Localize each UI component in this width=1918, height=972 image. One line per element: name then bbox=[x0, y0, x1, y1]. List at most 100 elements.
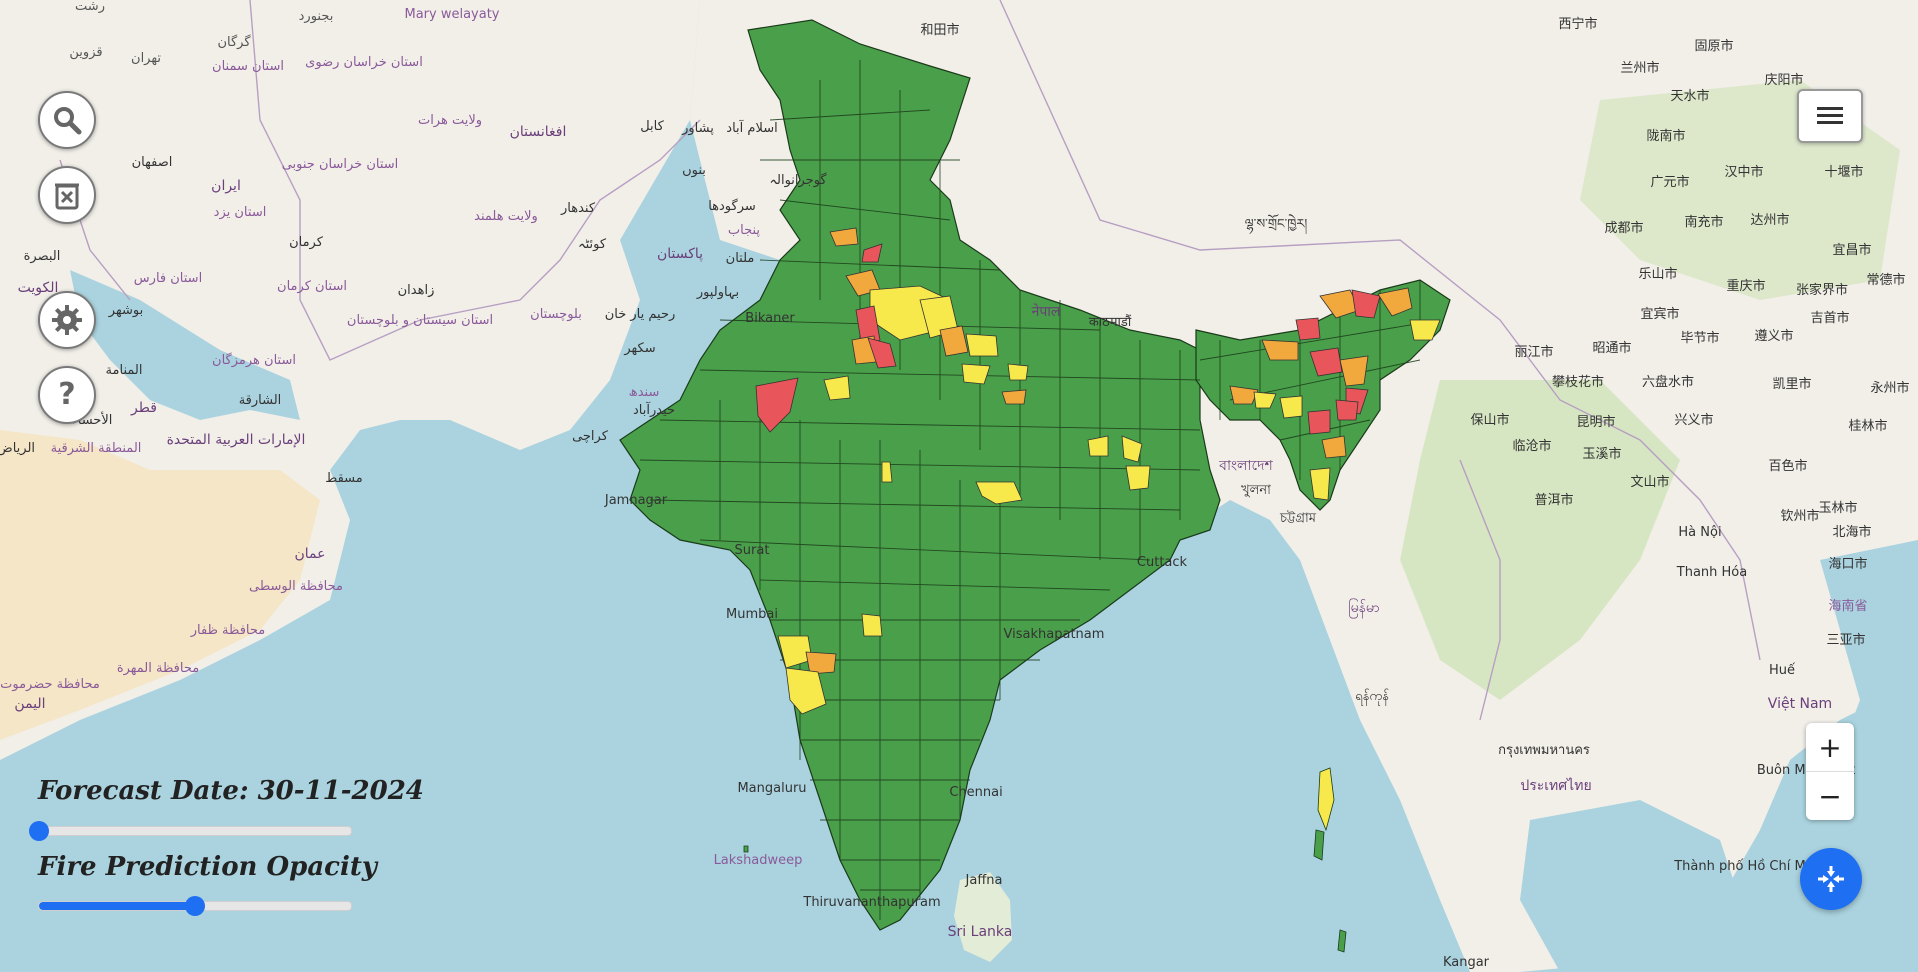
map-label: ایران bbox=[211, 178, 241, 194]
map-label: Mary welayaty bbox=[404, 7, 499, 22]
map-label: استان فارس bbox=[134, 271, 202, 286]
map-label: 钦州市 bbox=[1780, 508, 1819, 524]
map-label: 天水市 bbox=[1670, 88, 1709, 104]
map-label: กรุงเทพมหานคร bbox=[1498, 743, 1590, 758]
map-label: 乐山市 bbox=[1638, 266, 1677, 282]
map-label: البصرة bbox=[24, 249, 61, 264]
map-label: 常德市 bbox=[1866, 272, 1905, 288]
map-label: 兰州市 bbox=[1620, 60, 1659, 76]
delete-button[interactable] bbox=[38, 166, 96, 224]
map-label: ولایت هلمند bbox=[474, 209, 538, 224]
map-label: حیدرآباد bbox=[633, 401, 675, 418]
map-label: 百色市 bbox=[1768, 458, 1807, 474]
map-label: بجنورد bbox=[299, 9, 334, 24]
map-label: 重庆市 bbox=[1726, 278, 1765, 294]
map-label: Visakhapatnam bbox=[1004, 627, 1105, 642]
map-label: استان هرمزگان bbox=[212, 352, 296, 368]
map-label: بوشهر bbox=[108, 303, 143, 318]
map-label: খুলনা bbox=[1241, 483, 1271, 498]
map-label: Surat bbox=[735, 543, 770, 558]
map-label: 海口市 bbox=[1828, 556, 1867, 572]
map-label: سرگودھا bbox=[708, 198, 756, 214]
map-label: گرگان bbox=[217, 34, 251, 50]
map-label: اسلام آباد bbox=[726, 119, 777, 136]
map-label: Chennai bbox=[949, 785, 1002, 800]
map-label: 毕节市 bbox=[1680, 330, 1719, 346]
map-label: المنطقة الشرقية bbox=[51, 441, 142, 456]
map-label: ལྷ་ས་གྲོང་ཁྱེར། bbox=[1245, 213, 1308, 235]
forecast-date-slider-handle[interactable] bbox=[29, 821, 49, 841]
zoom-in-button[interactable]: + bbox=[1806, 723, 1854, 772]
map-label: မြန်မာ bbox=[1348, 599, 1379, 618]
map-label: 广元市 bbox=[1650, 174, 1689, 190]
map-label: عمان bbox=[295, 546, 326, 562]
opacity-slider-handle[interactable] bbox=[185, 896, 205, 916]
map-label: بہاولپور bbox=[696, 285, 739, 300]
forecast-date-slider[interactable] bbox=[29, 821, 352, 841]
map-label: افغانستان bbox=[510, 124, 567, 140]
layers-menu-button[interactable] bbox=[1797, 89, 1863, 143]
search-icon bbox=[54, 107, 82, 135]
map-label: 三亚市 bbox=[1826, 632, 1865, 648]
help-button[interactable]: ? bbox=[38, 366, 96, 424]
map-label: Kangar bbox=[1443, 955, 1490, 970]
map-label: 西宁市 bbox=[1558, 16, 1597, 32]
map-label: 昆明市 bbox=[1576, 414, 1615, 430]
map-label: 陇南市 bbox=[1646, 128, 1685, 144]
land-arabia bbox=[0, 430, 320, 740]
gulf-of-thailand bbox=[1520, 800, 1740, 972]
map-label: ရန်ကုန် bbox=[1355, 688, 1389, 706]
map-label: 固原市 bbox=[1694, 38, 1733, 54]
map-label: 兴义市 bbox=[1674, 412, 1713, 428]
map-label: 玉林市 bbox=[1818, 500, 1857, 516]
map-label: استان خراسان رضوی bbox=[305, 55, 423, 70]
map-label: رشت bbox=[75, 0, 105, 14]
map-label: 攀枝花市 bbox=[1552, 374, 1604, 390]
search-button[interactable] bbox=[38, 91, 96, 149]
map-label: ولایت هرات bbox=[418, 113, 482, 128]
zoom-out-button[interactable]: − bbox=[1818, 779, 1842, 813]
map-label: ประเทศไทย bbox=[1520, 777, 1591, 794]
question-icon: ? bbox=[58, 377, 76, 412]
fit-bounds-icon bbox=[1818, 866, 1844, 892]
settings-button[interactable] bbox=[38, 291, 96, 349]
islands bbox=[743, 767, 1347, 953]
map-label: 南充市 bbox=[1684, 214, 1723, 230]
map-label: استان کرمان bbox=[277, 279, 347, 294]
delete-icon bbox=[55, 183, 79, 210]
map-label: استان سمنان bbox=[212, 59, 284, 74]
map-label: المنامة bbox=[106, 363, 143, 378]
map-label: قزوین bbox=[69, 45, 102, 60]
terrain-southeast-asia bbox=[1400, 380, 1680, 700]
map-label: 遵义市 bbox=[1754, 328, 1793, 344]
map-label: 汉中市 bbox=[1724, 164, 1763, 180]
map-label: استان یزد bbox=[214, 205, 267, 220]
map-label: پنجاب bbox=[728, 223, 761, 238]
map-label: 玉溪市 bbox=[1582, 446, 1621, 462]
map-label: محافظة الوسطى bbox=[249, 579, 343, 594]
map-label: Hà Nội bbox=[1678, 525, 1721, 540]
map-label: الإمارات العربية المتحدة bbox=[167, 432, 306, 448]
opacity-slider[interactable] bbox=[38, 896, 352, 916]
map-label: Jaffna bbox=[965, 873, 1003, 888]
map-label: 十堰市 bbox=[1824, 164, 1863, 180]
forecast-date-label: Forecast Date: 30-11-2024 bbox=[38, 776, 424, 806]
map-label: काठमाडौं bbox=[1089, 314, 1132, 330]
map-label: کندهار bbox=[560, 201, 596, 216]
fit-bounds-button[interactable] bbox=[1800, 848, 1862, 910]
map-label: الشارقة bbox=[239, 393, 282, 408]
gulf bbox=[70, 270, 300, 420]
fire-risk-overlay bbox=[755, 227, 1441, 715]
map-label: مسقط bbox=[325, 471, 362, 486]
map-label: پشاور bbox=[681, 121, 714, 136]
map-label: 吉首市 bbox=[1810, 310, 1849, 326]
map-label: 保山市 bbox=[1470, 412, 1509, 428]
map-label: محافظة حضرموت bbox=[0, 677, 100, 692]
map-label: Thanh Hóa bbox=[1676, 565, 1747, 580]
map-label: کوئٹہ bbox=[578, 237, 607, 252]
map-label: 临沧市 bbox=[1512, 438, 1551, 454]
map-label: الكويت bbox=[18, 280, 59, 296]
map-label: استان سیستان و بلوچستان bbox=[347, 313, 493, 328]
map-label: Thiruvananthapuram bbox=[802, 895, 940, 910]
